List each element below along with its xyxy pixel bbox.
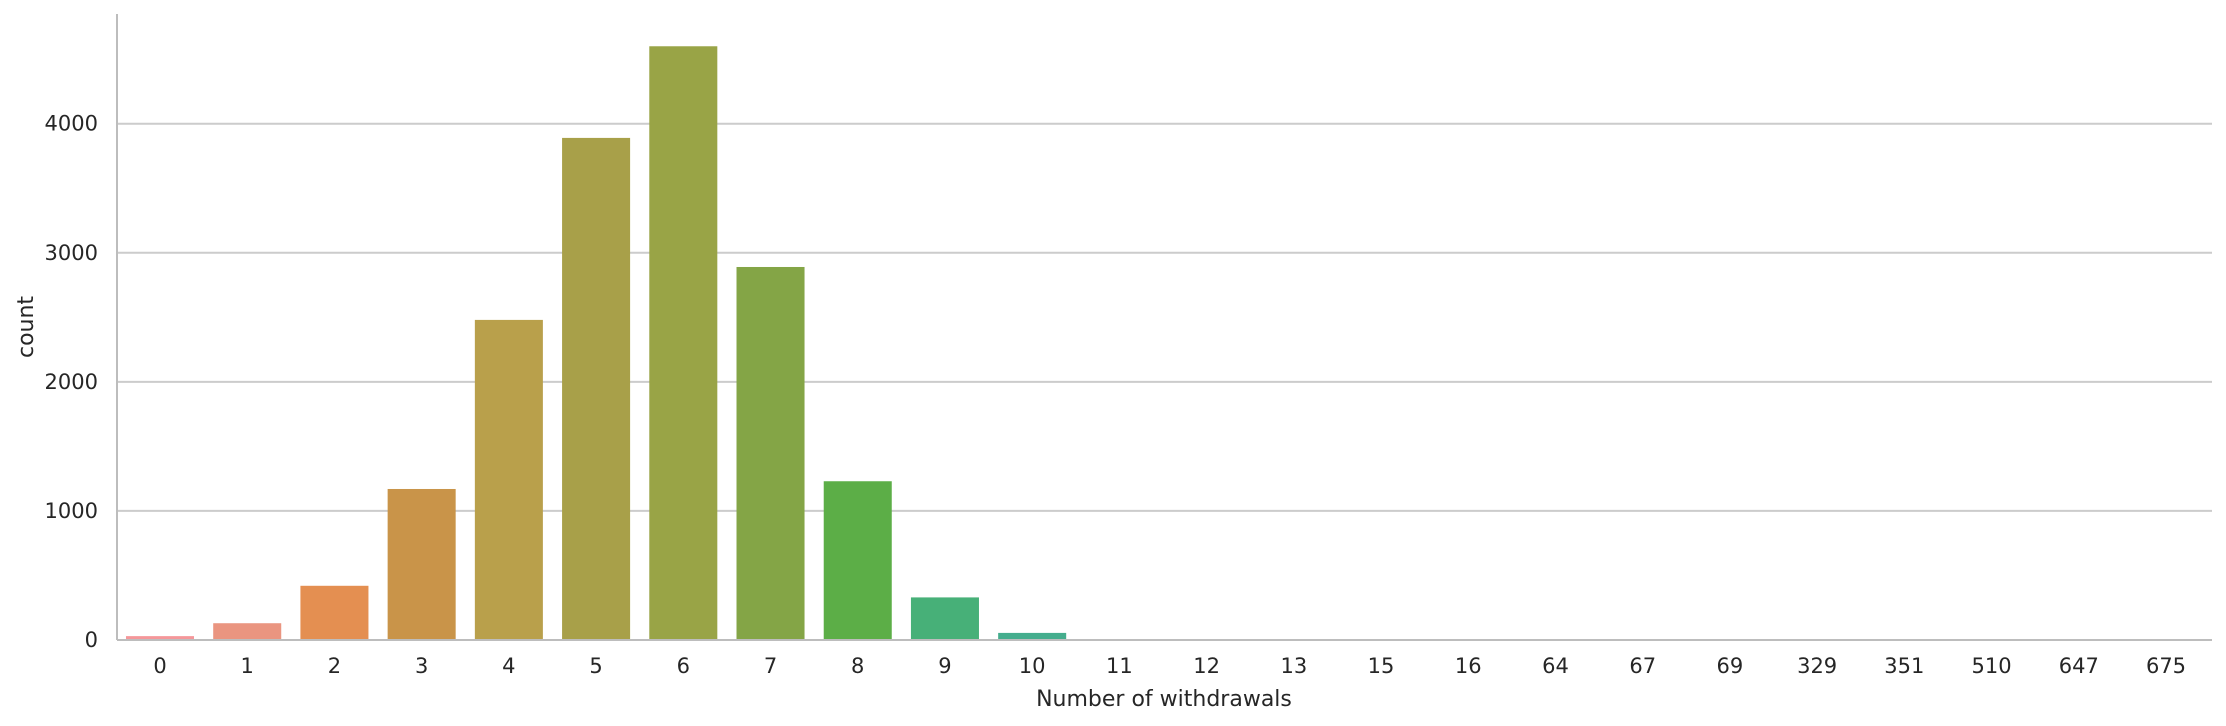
y-tick-label: 4000 (45, 112, 98, 136)
x-tick-label: 329 (1797, 654, 1837, 678)
bar-7 (736, 266, 805, 640)
y-tick-labels: 0 1000 2000 3000 4000 (45, 112, 98, 652)
x-tick-label: 64 (1542, 654, 1569, 678)
x-tick-label: 8 (851, 654, 864, 678)
bar-2 (300, 585, 369, 640)
x-tick-label: 16 (1455, 654, 1482, 678)
x-tick-label: 13 (1280, 654, 1307, 678)
x-tick-label: 67 (1629, 654, 1656, 678)
x-tick-label: 69 (1717, 654, 1744, 678)
x-tick-label: 2 (328, 654, 341, 678)
x-tick-labels: 0 1 2 3 4 5 6 7 8 9 10 11 12 13 15 16 64 67 69 329 351 510 647… (153, 654, 2186, 678)
bar-8 (823, 481, 892, 640)
y-tick-label: 0 (85, 628, 98, 652)
x-tick-label: 6 (677, 654, 690, 678)
y-tick-label: 2000 (45, 370, 98, 394)
bar-0 (125, 636, 195, 640)
x-tick-label: 351 (1884, 654, 1924, 678)
x-tick-label: 10 (1019, 654, 1046, 678)
x-tick-label: 15 (1368, 654, 1395, 678)
bar-9 (910, 597, 979, 640)
bar-10 (998, 632, 1067, 640)
bar-6 (649, 46, 718, 640)
bar-4 (474, 319, 543, 640)
x-tick-label: 510 (1972, 654, 2012, 678)
y-tick-label: 1000 (45, 499, 98, 523)
bar-1 (213, 623, 282, 640)
x-tick-label: 5 (589, 654, 602, 678)
gridlines (117, 122, 2212, 512)
x-tick-label: 7 (764, 654, 777, 678)
bars (125, 46, 2201, 641)
x-tick-label: 9 (938, 654, 951, 678)
x-tick-label: 4 (502, 654, 515, 678)
x-tick-label: 0 (153, 654, 166, 678)
x-tick-label: 675 (2146, 654, 2186, 678)
x-tick-label: 11 (1106, 654, 1133, 678)
y-axis-label: count (14, 296, 39, 358)
bar-3 (387, 488, 456, 640)
x-tick-label: 647 (2059, 654, 2099, 678)
bar-5 (562, 137, 631, 640)
x-tick-label: 3 (415, 654, 428, 678)
x-tick-label: 1 (241, 654, 254, 678)
x-tick-label: 12 (1193, 654, 1220, 678)
x-axis-label: Number of withdrawals (1036, 687, 1292, 712)
y-tick-label: 3000 (45, 241, 98, 265)
